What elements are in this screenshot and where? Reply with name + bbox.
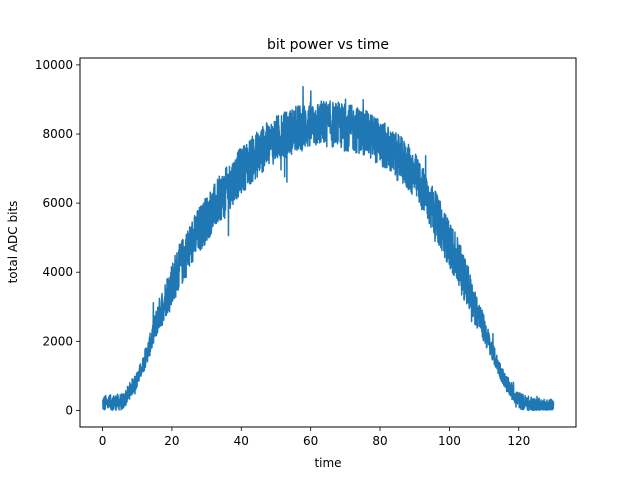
- x-tick-label: 0: [99, 434, 107, 448]
- x-tick-label: 60: [303, 434, 318, 448]
- y-tick-label: 4000: [42, 265, 73, 279]
- y-tick-label: 2000: [42, 334, 73, 348]
- x-axis: 0 20 40 60 80 100 120: [99, 427, 530, 448]
- x-tick-label: 20: [164, 434, 179, 448]
- y-tick-label: 8000: [42, 127, 73, 141]
- chart-title: bit power vs time: [267, 37, 389, 53]
- x-tick-label: 120: [507, 434, 530, 448]
- x-axis-label: time: [314, 456, 341, 470]
- y-tick-label: 10000: [35, 58, 73, 72]
- plot-frame: [79, 57, 577, 428]
- plot-area: [79, 57, 577, 428]
- y-tick-label: 0: [65, 403, 73, 417]
- x-tick-label: 80: [372, 434, 387, 448]
- y-tick-label: 6000: [42, 196, 73, 210]
- y-axis: 0 2000 4000 6000 8000 10000: [35, 58, 80, 417]
- series-line: [101, 85, 555, 412]
- series-layer: [101, 85, 555, 412]
- x-tick-label: 100: [438, 434, 461, 448]
- y-axis-label: total ADC bits: [6, 201, 20, 284]
- x-tick-label: 40: [234, 434, 249, 448]
